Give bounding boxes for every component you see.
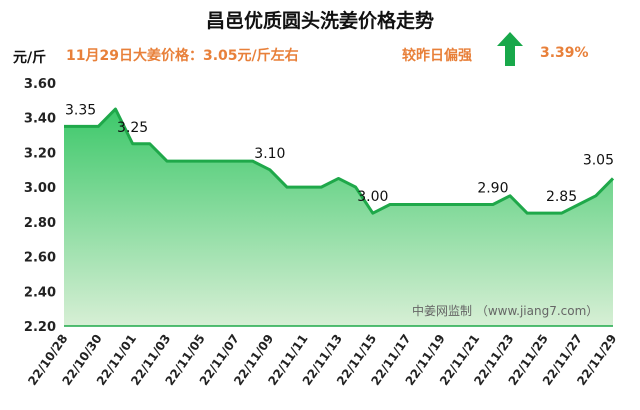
y-tick-label: 3.60 xyxy=(24,77,56,92)
y-tick-label: 3.00 xyxy=(24,181,56,196)
data-label: 3.10 xyxy=(254,146,285,162)
y-tick-label: 2.60 xyxy=(24,251,56,266)
y-tick-label: 2.40 xyxy=(24,285,56,300)
y-tick-label: 3.40 xyxy=(24,112,56,127)
trend-percent: 3.39% xyxy=(540,45,589,61)
data-label: 3.25 xyxy=(117,120,148,136)
up-arrow-icon xyxy=(497,32,523,66)
price-line xyxy=(64,107,615,215)
y-tick-label: 2.20 xyxy=(24,320,56,335)
y-axis: 2.20 2.40 2.60 2.80 3.00 3.20 3.40 3.60 xyxy=(24,77,56,335)
y-tick-label: 2.80 xyxy=(24,216,56,231)
y-tick-label: 3.20 xyxy=(24,146,56,161)
data-label: 3.05 xyxy=(583,152,614,168)
data-label: 3.00 xyxy=(357,189,388,205)
data-label: 2.85 xyxy=(546,189,577,205)
data-label: 3.35 xyxy=(65,102,96,118)
trend-label: 较昨日偏强 xyxy=(402,48,472,64)
data-label: 2.90 xyxy=(477,181,508,197)
data-labels: 3.35 3.25 3.10 3.00 2.90 2.85 3.05 xyxy=(65,102,614,205)
area-layer xyxy=(64,107,615,327)
y-unit-label: 元/斤 xyxy=(13,50,47,66)
chart-title: 昌邑优质圆头洗姜价格走势 xyxy=(205,10,434,32)
x-axis: 22/10/2822/10/3022/11/0122/11/0322/11/05… xyxy=(25,332,619,388)
price-note: 11月29日大姜价格：3.05元/斤左右 xyxy=(66,48,299,64)
price-area xyxy=(64,109,613,326)
watermark: 中姜网监制 （www.jiang7.com） xyxy=(412,303,598,318)
